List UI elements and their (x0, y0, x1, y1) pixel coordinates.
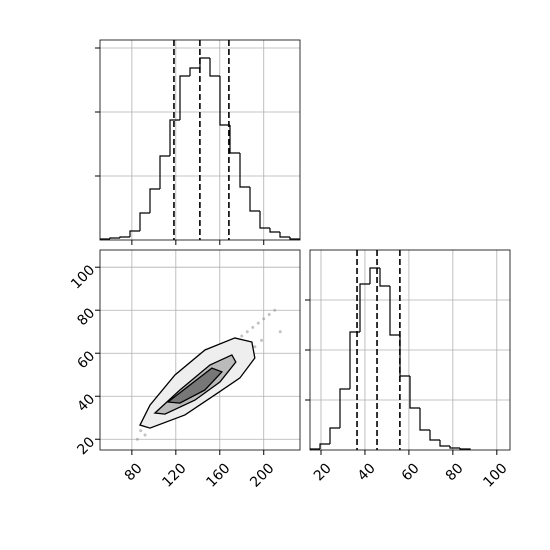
x-tick-label: 200 (247, 460, 277, 490)
hist-bin (139, 212, 150, 231)
scatter-point (135, 437, 139, 441)
scatter-point (245, 330, 249, 334)
x-tick-label: 80 (122, 460, 146, 484)
hist-bin (459, 448, 471, 450)
hist-bin (119, 236, 130, 238)
scatter-point (253, 345, 257, 349)
hist-bin (389, 286, 400, 336)
scatter-point (260, 338, 264, 342)
hist-bin (100, 238, 110, 240)
hist-bin (169, 119, 180, 156)
scatter-point (143, 433, 147, 437)
hist-bin (239, 153, 250, 188)
hist-bin (269, 228, 280, 233)
scatter-point (273, 308, 277, 312)
panel: 20 40 60 80 100 (305, 249, 511, 491)
hist-bin (439, 440, 450, 447)
y-tick-label: 60 (74, 348, 98, 372)
hist-bin (279, 232, 290, 238)
scatter-point (139, 429, 143, 433)
hist-bin (129, 230, 140, 237)
scatter-point (240, 334, 244, 338)
hist-bin (379, 268, 390, 287)
hist-bin (369, 267, 380, 284)
y-tick-label: 40 (74, 391, 98, 415)
hist-bin (419, 408, 430, 431)
hist-bin (179, 75, 190, 120)
y-tick-label: 20 (74, 434, 98, 458)
hist-bin (349, 331, 360, 389)
panel (95, 39, 301, 245)
hist-bin (109, 237, 120, 239)
hist-bin (289, 237, 300, 240)
x-tick-label: 100 (480, 460, 510, 490)
hist-bin (149, 188, 160, 213)
hist-bin (189, 67, 200, 76)
hist-bin (339, 388, 350, 428)
x-tick-label: 160 (203, 460, 233, 490)
axes-frame (99, 249, 301, 451)
hist-bin (359, 283, 370, 332)
hist-bin (199, 57, 210, 68)
panel: 80 120 160 200 20 40 60 80 100 (68, 249, 301, 491)
x-tick-label: 80 (443, 460, 467, 484)
hist-bin (329, 427, 340, 444)
scatter-point (262, 317, 266, 321)
hist-bin (249, 187, 260, 212)
hist-bin (209, 58, 220, 77)
scatter-point (256, 321, 260, 325)
scatter-point (278, 330, 282, 334)
scatter-point (251, 325, 255, 329)
contour (166, 367, 224, 404)
hist-bin (259, 211, 270, 229)
axes-frame (309, 249, 511, 451)
y-tick-label: 100 (68, 262, 98, 292)
x-tick-label: 20 (311, 460, 335, 484)
plot-area (135, 308, 282, 441)
x-tick-label: 60 (399, 460, 423, 484)
scatter-point (267, 313, 271, 317)
y-tick-label: 80 (74, 305, 98, 329)
hist-bin (229, 125, 240, 154)
hist-bin (310, 448, 320, 450)
plot-area (100, 40, 300, 240)
x-tick-label: 120 (159, 460, 189, 490)
hist-bin (429, 430, 440, 441)
hist-bin (159, 155, 170, 189)
hist-bin (449, 446, 460, 449)
hist-bin (319, 443, 330, 449)
plot-area (310, 250, 471, 450)
x-tick-label: 40 (355, 460, 379, 484)
hist-bin (409, 376, 420, 409)
hist-bin (219, 76, 230, 126)
hist-bin (399, 335, 410, 377)
axes-frame (99, 39, 301, 241)
